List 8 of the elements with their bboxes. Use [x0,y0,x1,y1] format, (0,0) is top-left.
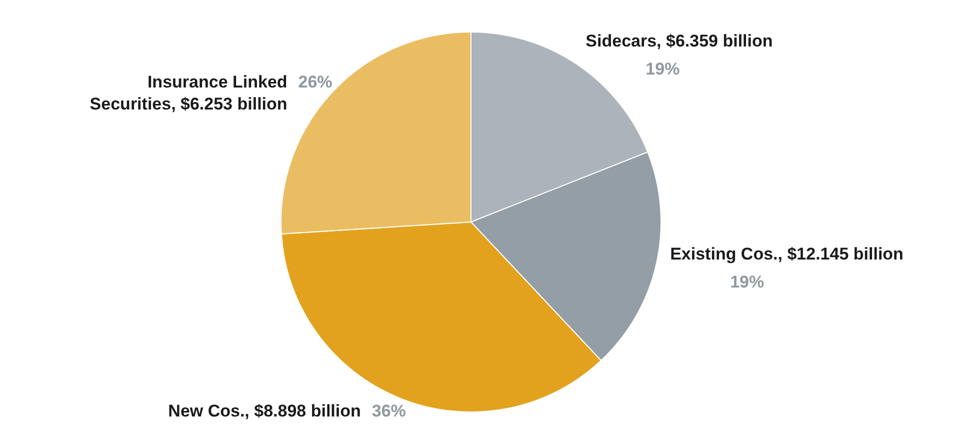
slice-label: Insurance Linked Securities, $6.253 billion [90,72,288,114]
data-label: 36% [372,402,406,421]
slice-label: Existing Cos., $12.145 billion [670,244,904,264]
data-label: 19% [646,59,680,78]
data-label: 26% [298,72,332,92]
slice-label: New Cos., $8.898 billion [168,402,361,421]
slice-label: Sidecars, $6.359 billion [586,31,773,50]
data-label: 19% [730,272,764,292]
